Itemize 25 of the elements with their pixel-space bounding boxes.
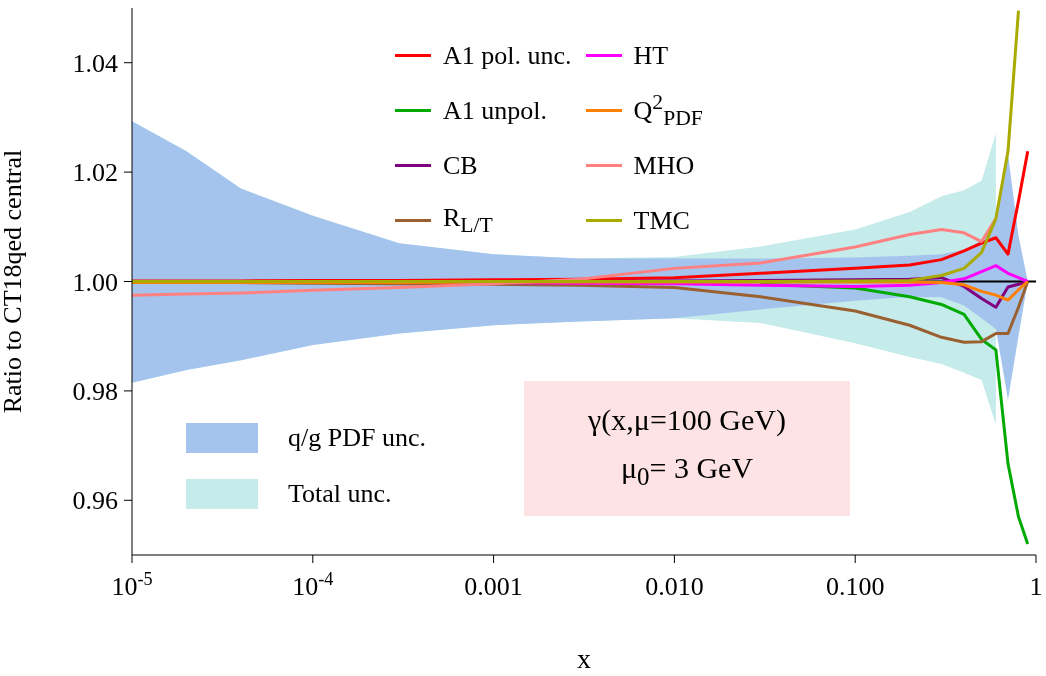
x-tick-label: 10$^{-5}$ bbox=[111, 569, 153, 601]
x-tick-label: 10$^{-4}$ bbox=[292, 569, 334, 601]
legend-label: A1 unpol. bbox=[443, 95, 547, 126]
annotation: μ$_{0}$= 3 GeV bbox=[620, 450, 754, 492]
text-box: γ(x,μ=100 GeV) μ$_{0}$= 3 GeV bbox=[524, 381, 850, 516]
y-tick-label: 1.04 bbox=[72, 48, 118, 78]
x-tick-label: 0.010 bbox=[645, 572, 704, 601]
legend-label: MHO bbox=[633, 150, 695, 181]
x-axis-title: x bbox=[577, 643, 591, 674]
annotation: γ(x,μ=100 GeV) bbox=[588, 402, 786, 438]
x-tick-label: 0.100 bbox=[825, 572, 885, 601]
y-tick-label: 0.98 bbox=[72, 376, 118, 406]
y-tick-label: 1.00 bbox=[72, 267, 118, 297]
legend-label: TMC bbox=[633, 205, 690, 236]
y-tick-label: 1.02 bbox=[72, 158, 118, 188]
x-tick-label: 1 bbox=[1029, 572, 1043, 601]
x-tick-label: 0.001 bbox=[464, 572, 523, 601]
y-axis-title: Ratio to CT18qed central bbox=[0, 149, 28, 414]
legend-label: HT bbox=[633, 40, 669, 71]
legend-label: CB bbox=[443, 150, 478, 181]
legend-label: q/g PDF unc. bbox=[288, 423, 426, 453]
legend-label: A1 pol. unc. bbox=[443, 40, 572, 71]
legend-label: R$_{L/T}$ bbox=[443, 202, 493, 239]
y-tick-label: 0.96 bbox=[72, 486, 118, 516]
legend-label: Total unc. bbox=[288, 479, 392, 509]
